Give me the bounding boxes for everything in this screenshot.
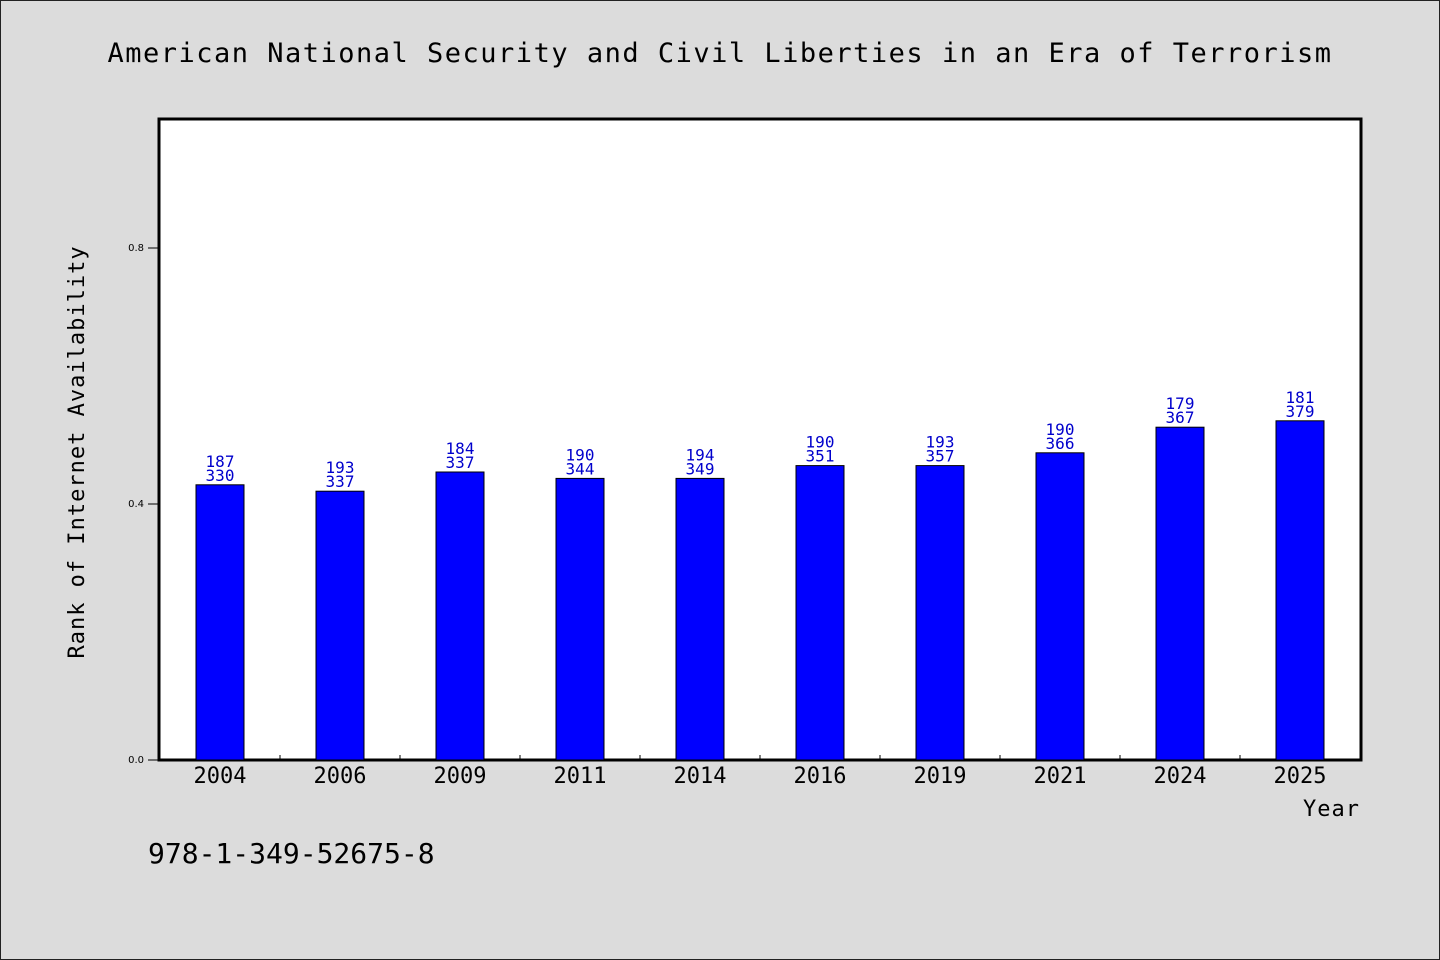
x-tick-label-2024: 2024 bbox=[1154, 764, 1207, 789]
data-label-2016-bottom: 351 bbox=[806, 447, 835, 466]
data-label-2006-bottom: 337 bbox=[326, 472, 355, 491]
x-tick-label-2014: 2014 bbox=[674, 764, 727, 789]
x-tick-label-2016: 2016 bbox=[794, 764, 847, 789]
bar-2004 bbox=[195, 484, 245, 761]
chart-title: American National Security and Civil Lib… bbox=[107, 38, 1332, 69]
data-label-2014-bottom: 349 bbox=[686, 459, 715, 478]
bar-2025 bbox=[1275, 420, 1325, 761]
x-tick-label-2025: 2025 bbox=[1274, 764, 1327, 789]
x-tick-label-2021: 2021 bbox=[1034, 764, 1087, 789]
x-tick-label-2011: 2011 bbox=[554, 764, 607, 789]
data-label-2021-bottom: 366 bbox=[1046, 434, 1075, 453]
bar-2009 bbox=[435, 471, 485, 761]
data-label-2014-top: 194 bbox=[686, 445, 715, 464]
bar-2014 bbox=[675, 477, 725, 761]
bar-2016 bbox=[795, 465, 845, 761]
x-axis-ticks: 2004 2006 2009 2011 2014 2016 2019 2021 2024 2025 bbox=[194, 755, 1327, 789]
bars-group bbox=[195, 420, 1325, 761]
data-label-2025-bottom: 379 bbox=[1286, 402, 1315, 421]
data-label-2025-top: 181 bbox=[1286, 388, 1315, 407]
x-tick-label-2019: 2019 bbox=[914, 764, 967, 789]
data-label-2004-top: 187 bbox=[206, 452, 235, 471]
bar-2011 bbox=[555, 477, 605, 761]
y-tick-label-0.4: 0.4 bbox=[128, 499, 144, 510]
data-label-2011-top: 190 bbox=[566, 445, 595, 464]
y-tick-label-0.8: 0.8 bbox=[128, 243, 144, 254]
data-label-2024-top: 179 bbox=[1166, 394, 1195, 413]
x-tick-label-2006: 2006 bbox=[314, 764, 367, 789]
bar-2006 bbox=[315, 490, 365, 761]
y-axis-ticks: 0.0 0.4 0.8 bbox=[128, 243, 160, 766]
data-label-2009-top: 184 bbox=[446, 439, 475, 458]
x-tick-label-2004: 2004 bbox=[194, 764, 247, 789]
footer-isbn: 978-1-349-52675-8 bbox=[148, 837, 435, 870]
x-axis-label: Year bbox=[1303, 797, 1360, 822]
bar-2019 bbox=[915, 465, 965, 761]
data-label-2016-top: 190 bbox=[806, 433, 835, 452]
bar-2024 bbox=[1155, 426, 1205, 761]
data-label-2006-top: 193 bbox=[326, 458, 355, 477]
data-label-2019-bottom: 357 bbox=[926, 447, 955, 466]
data-label-2004-bottom: 330 bbox=[206, 466, 235, 485]
data-label-2019-top: 193 bbox=[926, 433, 955, 452]
data-label-2021-top: 190 bbox=[1046, 420, 1075, 439]
data-label-2024-bottom: 367 bbox=[1166, 408, 1195, 427]
data-label-2011-bottom: 344 bbox=[566, 459, 595, 478]
x-tick-label-2009: 2009 bbox=[434, 764, 487, 789]
y-axis-label: Rank of Internet Availability bbox=[65, 245, 90, 658]
bar-2021 bbox=[1035, 452, 1085, 761]
data-label-2009-bottom: 337 bbox=[446, 453, 475, 472]
y-tick-label-0.0: 0.0 bbox=[128, 755, 144, 766]
